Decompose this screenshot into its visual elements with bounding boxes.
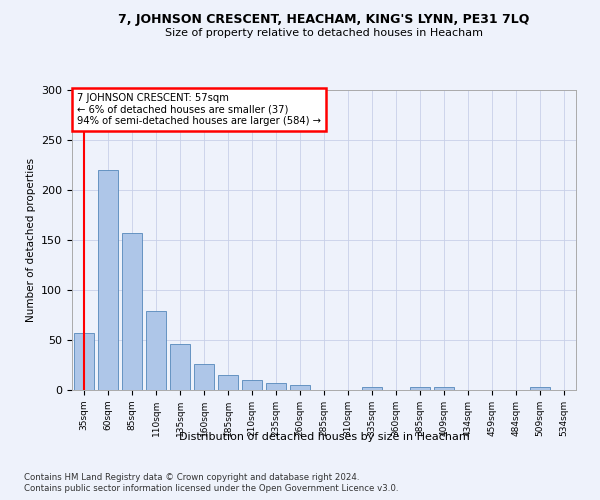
Bar	[410, 387, 430, 390]
Text: Contains public sector information licensed under the Open Government Licence v3: Contains public sector information licen…	[24, 484, 398, 493]
Text: Distribution of detached houses by size in Heacham: Distribution of detached houses by size …	[179, 432, 469, 442]
Y-axis label: Number of detached properties: Number of detached properties	[26, 158, 35, 322]
Text: 7 JOHNSON CRESCENT: 57sqm
← 6% of detached houses are smaller (37)
94% of semi-d: 7 JOHNSON CRESCENT: 57sqm ← 6% of detach…	[77, 93, 321, 126]
Bar	[530, 387, 550, 390]
Bar	[362, 387, 382, 390]
Bar	[122, 233, 142, 390]
Bar	[266, 383, 286, 390]
Bar	[74, 333, 94, 390]
Bar	[242, 380, 262, 390]
Bar	[170, 344, 190, 390]
Text: Size of property relative to detached houses in Heacham: Size of property relative to detached ho…	[165, 28, 483, 38]
Text: 7, JOHNSON CRESCENT, HEACHAM, KING'S LYNN, PE31 7LQ: 7, JOHNSON CRESCENT, HEACHAM, KING'S LYN…	[118, 12, 530, 26]
Bar	[434, 387, 454, 390]
Bar	[218, 375, 238, 390]
Bar	[290, 385, 310, 390]
Bar	[194, 364, 214, 390]
Text: Contains HM Land Registry data © Crown copyright and database right 2024.: Contains HM Land Registry data © Crown c…	[24, 472, 359, 482]
Bar	[146, 311, 166, 390]
Bar	[98, 170, 118, 390]
